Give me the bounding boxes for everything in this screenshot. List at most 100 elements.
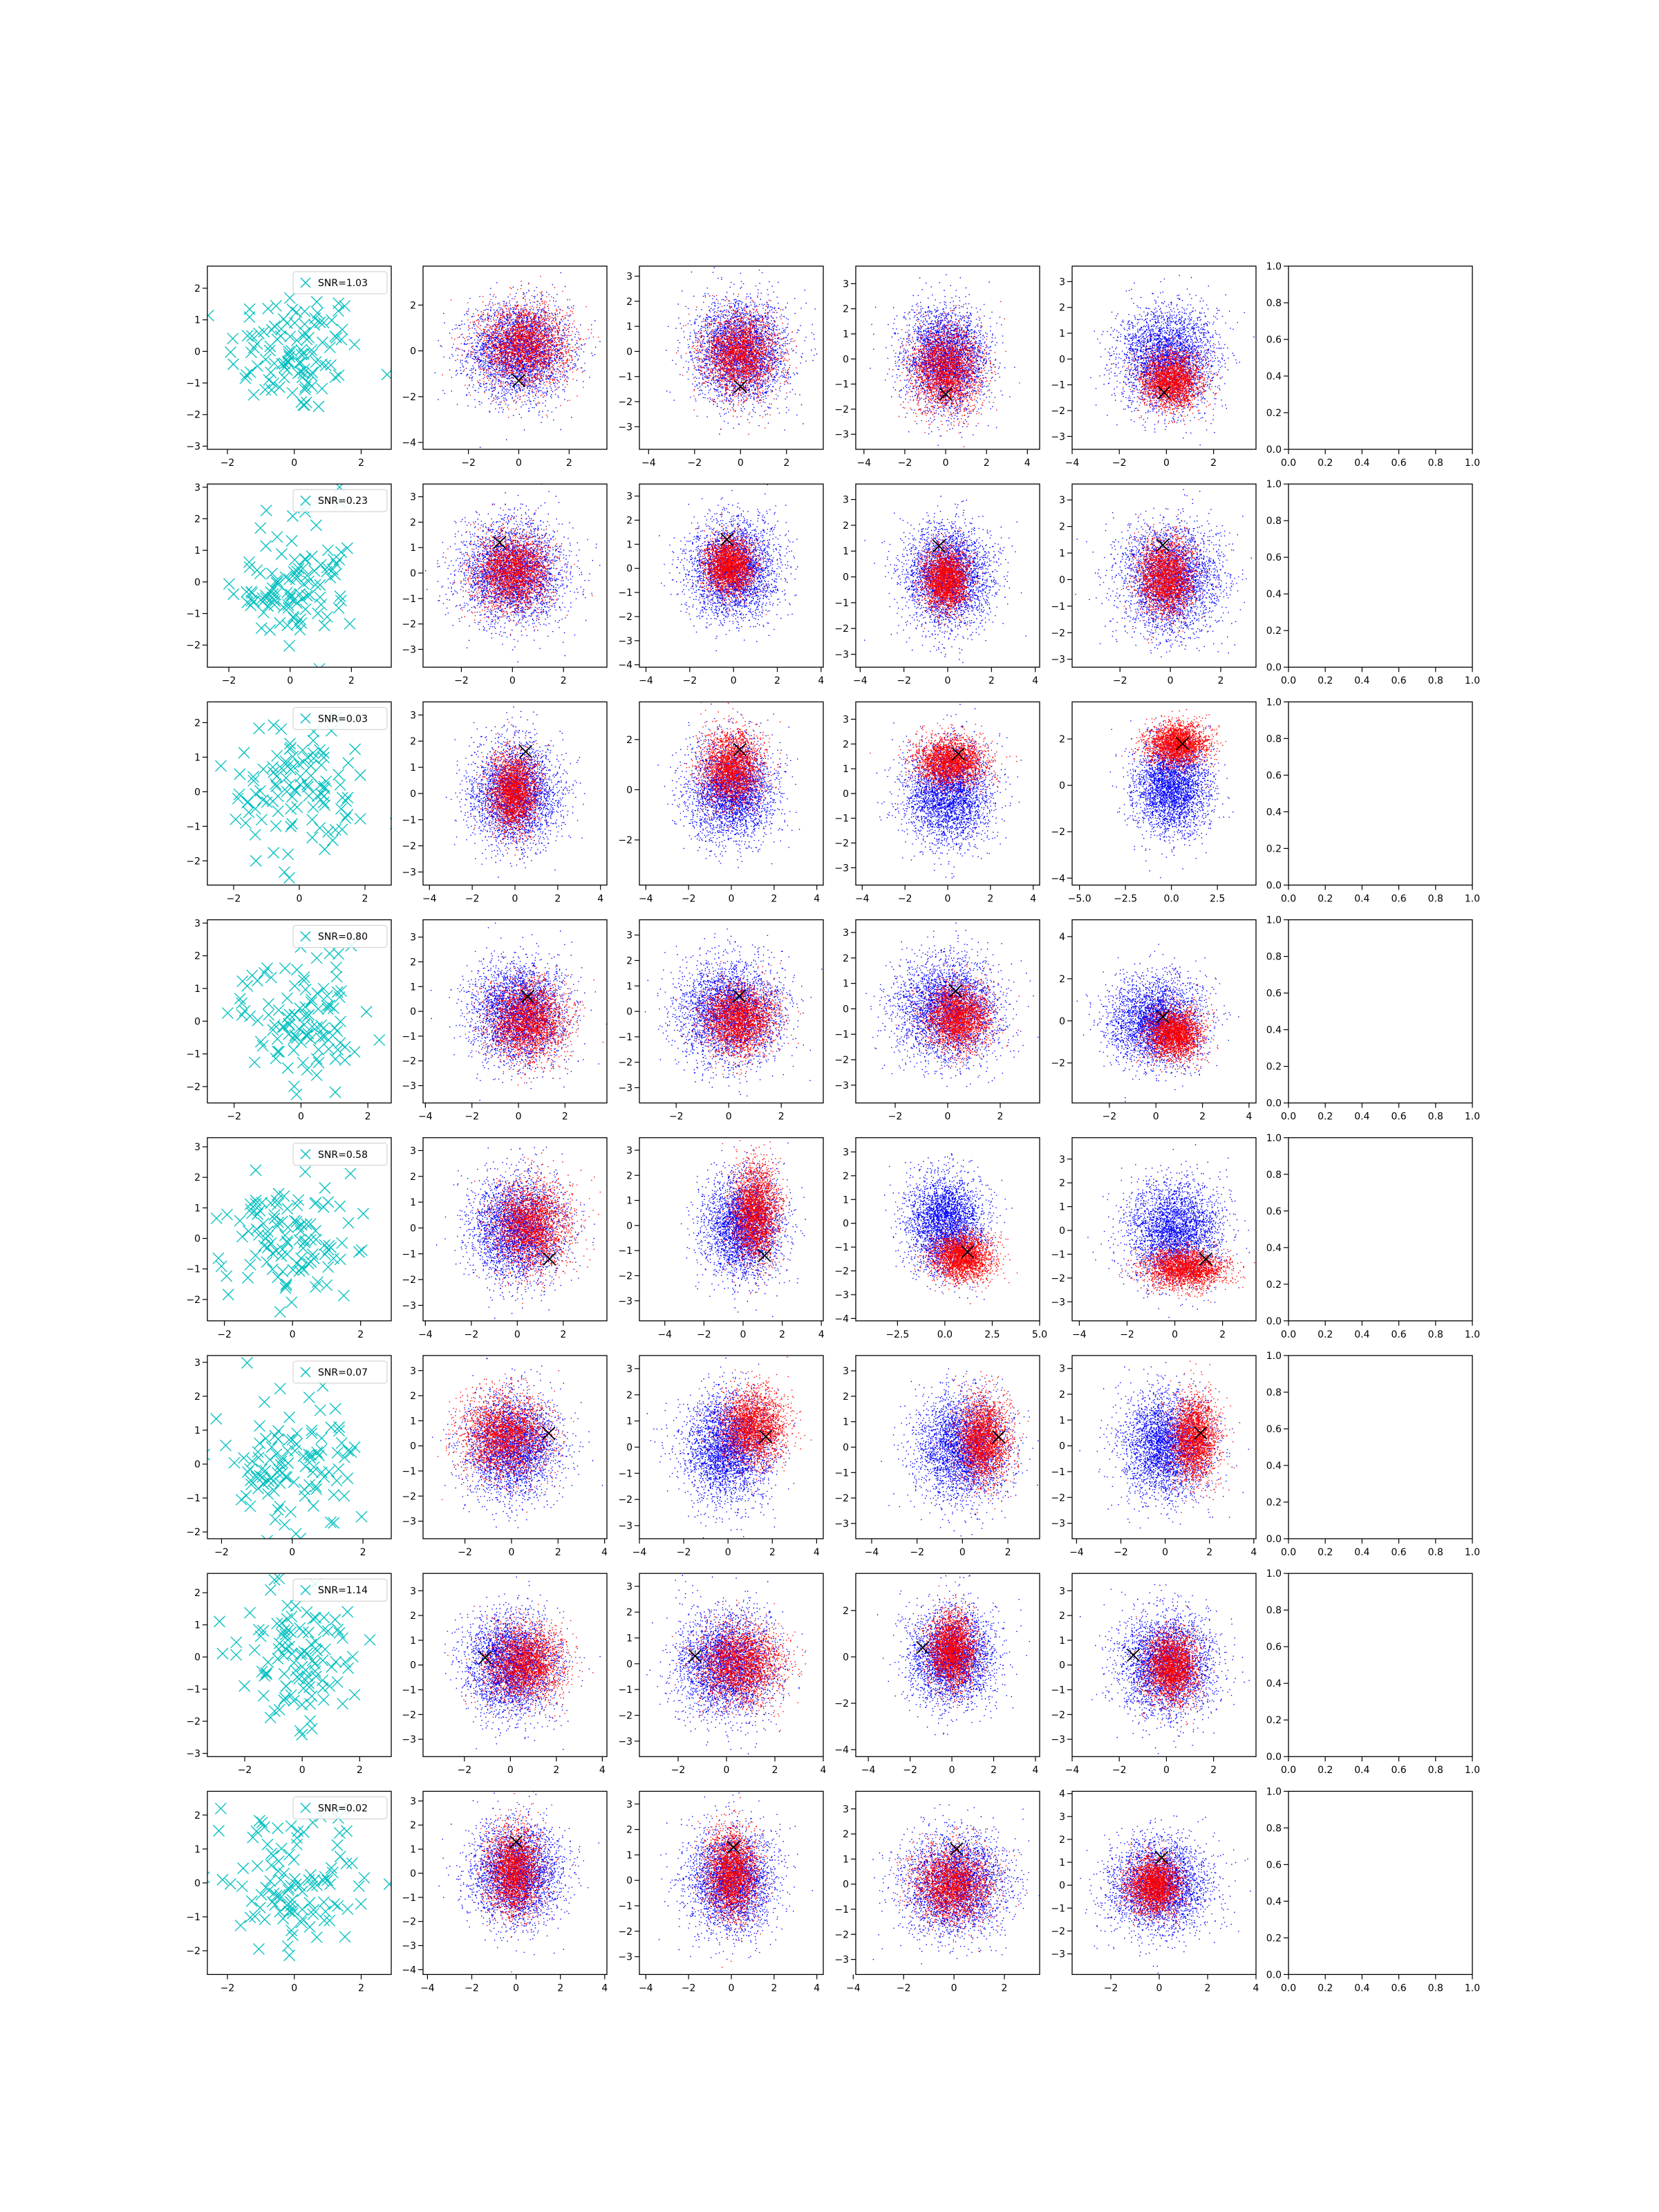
- y-tick-label: 0: [194, 1652, 200, 1663]
- sample-marker: [288, 1044, 299, 1056]
- y-tick-label: 2: [843, 1606, 849, 1617]
- y-tick-label: 3: [194, 482, 200, 494]
- y-tick-label: −1: [402, 1249, 416, 1260]
- y-tick-label: 3: [1059, 1586, 1065, 1597]
- red-points: [870, 719, 1017, 800]
- y-tick-label: −3: [834, 1955, 849, 1966]
- sample-marker: [330, 1656, 341, 1667]
- sample-marker: [256, 814, 267, 825]
- sample-marker: [330, 962, 341, 973]
- sample-marker: [337, 792, 348, 803]
- sample-marker: [332, 671, 344, 682]
- sample-marker: [283, 1458, 294, 1469]
- y-tick-label: 2: [1059, 1389, 1065, 1400]
- sample-marker: [286, 536, 297, 547]
- y-tick-label: −3: [402, 644, 416, 655]
- x-tick-label: 2: [779, 1329, 785, 1340]
- y-tick-label: −1: [1051, 1249, 1065, 1260]
- y-tick-label: −3: [834, 650, 849, 661]
- y-tick-label: 2: [626, 735, 632, 746]
- y-tick-label: 2: [1059, 1611, 1065, 1622]
- x-tick-label: −2: [1120, 1329, 1134, 1340]
- plot-area: [444, 1577, 601, 1750]
- legend-label: SNR=0.58: [318, 1150, 368, 1161]
- sample-marker: [330, 1403, 341, 1414]
- sample-marker: [259, 1396, 270, 1407]
- x-tick-label: −2: [671, 1765, 686, 1776]
- y-tick-label: −2: [618, 1710, 632, 1721]
- x-tick-label: 0: [724, 1765, 730, 1776]
- legend: SNR=1.14: [293, 1579, 387, 1601]
- sample-marker: [284, 872, 295, 883]
- y-tick-label: 0.8: [1266, 1605, 1282, 1616]
- sample-marker: [290, 574, 301, 585]
- y-tick-label: 0.8: [1266, 1823, 1282, 1834]
- x-tick-label: 1.0: [1465, 1983, 1480, 1994]
- x-tick-label: 0.2: [1318, 893, 1333, 904]
- sample-marker: [336, 334, 347, 345]
- axes-frame: [1288, 266, 1472, 449]
- x-tick-label: 0.8: [1428, 1983, 1443, 1994]
- sample-marker: [260, 354, 271, 365]
- sample-marker: [280, 1282, 291, 1293]
- sample-marker: [252, 1208, 263, 1219]
- y-tick-label: 1: [626, 539, 632, 550]
- x-tick-label: −2: [888, 1112, 903, 1123]
- x-tick-label: −2: [898, 458, 912, 469]
- sample-marker: [318, 1897, 329, 1908]
- red-points: [1121, 709, 1226, 788]
- x-tick-label: 0.8: [1428, 675, 1443, 686]
- axes-frame: [639, 266, 823, 449]
- sample-marker: [314, 664, 325, 675]
- y-tick-label: −1: [618, 372, 632, 383]
- y-tick-label: −3: [618, 636, 632, 647]
- x-tick-label: −2: [898, 893, 912, 904]
- x-tick-label: 2: [1210, 1765, 1217, 1776]
- sample-marker: [301, 1029, 312, 1040]
- plot-area: [658, 698, 800, 868]
- plot-area: [189, 940, 385, 1100]
- y-tick-label: −2: [1051, 628, 1065, 639]
- x-tick-label: −4: [1072, 1329, 1087, 1340]
- x-tick-label: 2: [771, 893, 777, 904]
- x-tick-label: −5.0: [1068, 893, 1091, 904]
- sample-marker: [245, 366, 256, 377]
- y-tick-label: −2: [1051, 1492, 1065, 1503]
- sample-marker: [285, 1766, 296, 1777]
- legend: SNR=0.02: [293, 1797, 387, 1819]
- cloud-panel-r6-c2: −4 −2 0 2 4−4−202: [834, 1573, 1040, 1776]
- x-tick-label: 4: [601, 1983, 608, 1994]
- y-tick-label: 0.2: [1266, 626, 1282, 637]
- y-tick-label: 2: [1059, 1178, 1065, 1189]
- plot-area: [1110, 701, 1234, 878]
- y-tick-label: 0.4: [1266, 1678, 1282, 1689]
- sample-marker: [236, 1009, 247, 1020]
- sample-marker: [257, 1040, 268, 1051]
- plot-area: [419, 1358, 603, 1539]
- sample-marker: [299, 1019, 310, 1030]
- x-tick-label: 2: [987, 893, 993, 904]
- sample-marker: [259, 1914, 270, 1925]
- sample-marker: [236, 1231, 247, 1242]
- x-tick-label: 0: [945, 675, 951, 686]
- x-tick-label: 0: [1163, 1765, 1170, 1776]
- cloud-panel-r2-c3: −5.0 −2.5 0.0 2.5−4−202: [1051, 701, 1256, 904]
- x-tick-label: −2: [454, 675, 469, 686]
- y-tick-label: −2: [1051, 1926, 1065, 1937]
- x-tick-label: 2: [557, 1983, 563, 1994]
- y-tick-label: 1: [194, 1203, 200, 1214]
- y-tick-label: 2: [410, 1820, 416, 1831]
- sample-marker: [294, 1725, 306, 1736]
- y-tick-label: 3: [1059, 495, 1065, 506]
- y-tick-label: 3: [843, 279, 849, 290]
- sample-marker: [269, 1020, 280, 1031]
- x-tick-label: 0.2: [1318, 1112, 1333, 1123]
- y-tick-label: 1: [410, 762, 416, 774]
- sample-marker: [335, 1851, 346, 1862]
- sample-marker: [350, 744, 361, 755]
